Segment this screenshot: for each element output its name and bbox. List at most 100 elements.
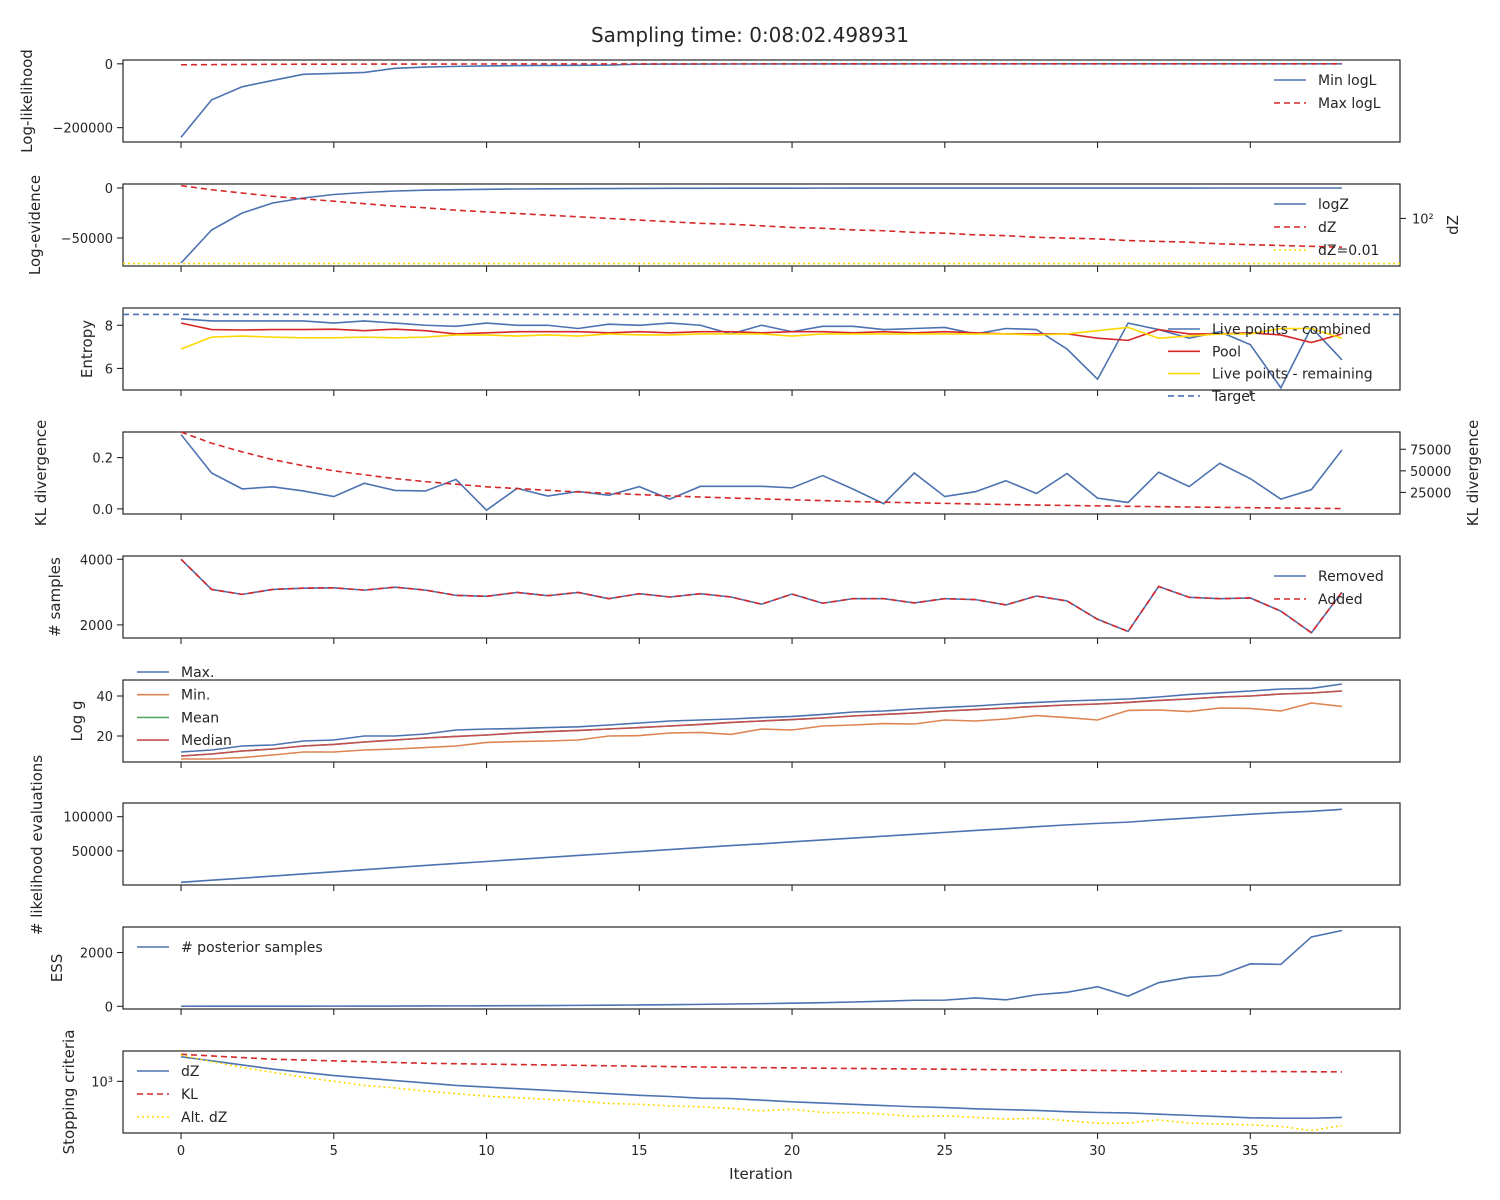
panel-frame <box>122 59 1401 143</box>
panel-frame <box>122 431 1401 515</box>
panel-8: 2000 0 ESS # posterior samples <box>48 926 1401 1015</box>
legend: Live points - combined Pool Live points - … <box>1168 322 1373 405</box>
y-axis-label: KL divergence <box>32 420 50 526</box>
panel-frame <box>122 802 1401 886</box>
panel-4: 0.2 0.0 KL divergence KL divergence 75000 500… <box>32 420 1482 526</box>
series-line <box>180 690 1343 757</box>
right-y-tick-label: 50000 <box>1410 465 1451 480</box>
series-line <box>181 702 1343 760</box>
legend: dZ KL Alt. dZ <box>137 1064 227 1126</box>
x-tick-label: 10 <box>478 1144 495 1159</box>
x-tick-label: 20 <box>784 1144 801 1159</box>
panel-frame <box>122 307 1401 391</box>
right-y-tick-label: 25000 <box>1410 486 1451 501</box>
panel-7: 100000 50000 # likelihood evaluations <box>28 755 1401 935</box>
panel-6: 40 20 Log g Max. Min. Mean Median <box>68 665 1401 768</box>
legend: Min logL Max logL <box>1274 73 1381 112</box>
legend: Removed Added <box>1274 569 1384 608</box>
y-tick-label: 50000 <box>72 845 113 860</box>
x-tick-label: 35 <box>1242 1144 1259 1159</box>
panel-frame <box>122 183 1401 267</box>
y-tick-label: 2000 <box>80 947 113 962</box>
right-axis-label: KL divergence <box>1464 420 1482 526</box>
y-axis-label: # samples <box>46 557 64 637</box>
y-tick-label: 6 <box>105 362 113 377</box>
series-line <box>181 929 1343 1008</box>
series-line <box>180 434 1343 512</box>
legend-label: Max logL <box>1318 96 1381 112</box>
y-axis-label: Stopping criteria <box>60 1030 78 1155</box>
y-axis-label: Entropy <box>78 320 96 378</box>
y-tick-label: 4000 <box>80 553 113 568</box>
x-axis-label: Iteration <box>729 1165 793 1183</box>
series-line <box>180 558 1343 634</box>
panel-5: 4000 2000 # samples Removed Added <box>46 553 1401 644</box>
series-line <box>180 808 1343 884</box>
y-tick-label: 0 <box>105 1000 113 1015</box>
x-tick-label: 25 <box>937 1144 954 1159</box>
series-line <box>180 322 1343 344</box>
legend-label: Removed <box>1318 569 1384 585</box>
y-axis-label: Log-evidence <box>26 175 44 275</box>
figure-title: Sampling time: 0:08:02.498931 <box>591 23 909 47</box>
x-tick-label: 15 <box>631 1144 648 1159</box>
right-y-tick-label: 10² <box>1412 212 1434 227</box>
legend-label: logZ <box>1318 197 1349 213</box>
legend-label: Live points - remaining <box>1212 367 1373 383</box>
legend-label: Target <box>1211 389 1256 405</box>
y-tick-label: 8 <box>105 319 113 334</box>
y-tick-label: 40 <box>96 690 113 705</box>
y-tick-label: 2000 <box>80 619 113 634</box>
y-tick-label: −50000 <box>61 232 113 247</box>
panel-2: 0 −50000 Log-evidence dZ 10² logZ dZ dZ=0.01 <box>26 175 1462 275</box>
legend-label: Min. <box>181 688 210 704</box>
legend: Max. Min. Mean Median <box>137 665 232 749</box>
y-axis-label: Log-likelihood <box>18 49 36 153</box>
legend-label: KL <box>181 1087 198 1103</box>
right-axis-label: dZ <box>1444 215 1462 235</box>
legend-label: Live points - combined <box>1212 322 1371 338</box>
x-tick-label: 30 <box>1089 1144 1106 1159</box>
panel-frame <box>122 1050 1401 1134</box>
legend-label: Alt. dZ <box>181 1110 227 1126</box>
legend-label: # posterior samples <box>181 940 323 956</box>
series-line <box>180 1054 1343 1132</box>
series-line <box>180 63 1342 138</box>
panel-1: 0 −200000 Log-likelihood Min logL Max logL <box>18 49 1401 153</box>
y-tick-label: 0 <box>105 182 113 197</box>
y-axis-label: Log g <box>68 700 86 741</box>
panel-9: 0 5 10 15 20 25 30 35 10³ Stopping criteria dZ KL Al… <box>60 1030 1401 1159</box>
x-tick-label: 5 <box>330 1144 338 1159</box>
series-line <box>180 326 1343 350</box>
y-tick-label: 100000 <box>63 811 113 826</box>
y-axis-label: ESS <box>48 954 66 983</box>
panels: 0 −200000 Log-likelihood Min logL Max logL 0 −… <box>18 49 1482 1159</box>
y-tick-label: 0.0 <box>92 503 113 518</box>
series-line <box>180 187 1342 264</box>
legend-label: dZ=0.01 <box>1318 243 1379 259</box>
series-line <box>181 63 1342 66</box>
panel-frame <box>122 926 1401 1010</box>
series-line <box>181 1053 1342 1073</box>
legend-label: Median <box>181 733 232 749</box>
legend-label: Added <box>1318 592 1363 608</box>
legend-label: Mean <box>181 710 219 726</box>
series-line-right <box>180 431 1342 510</box>
panel-frame <box>122 555 1401 639</box>
y-tick-label: 0 <box>105 58 113 73</box>
series-line <box>180 683 1343 753</box>
series-line <box>180 558 1343 634</box>
legend-label: Pool <box>1212 344 1241 360</box>
y-tick-label: 10³ <box>91 1075 113 1090</box>
legend-label: Max. <box>181 665 214 681</box>
legend-label: Min logL <box>1318 73 1377 89</box>
panel-frame <box>122 679 1401 763</box>
series-line <box>180 1055 1342 1120</box>
series-line-right <box>180 184 1342 248</box>
legend-label: dZ <box>1318 220 1336 236</box>
right-y-tick-label: 75000 <box>1410 443 1451 458</box>
series-line <box>180 317 1343 390</box>
y-tick-label: 0.2 <box>92 452 113 467</box>
x-tick-label: 0 <box>177 1144 185 1159</box>
